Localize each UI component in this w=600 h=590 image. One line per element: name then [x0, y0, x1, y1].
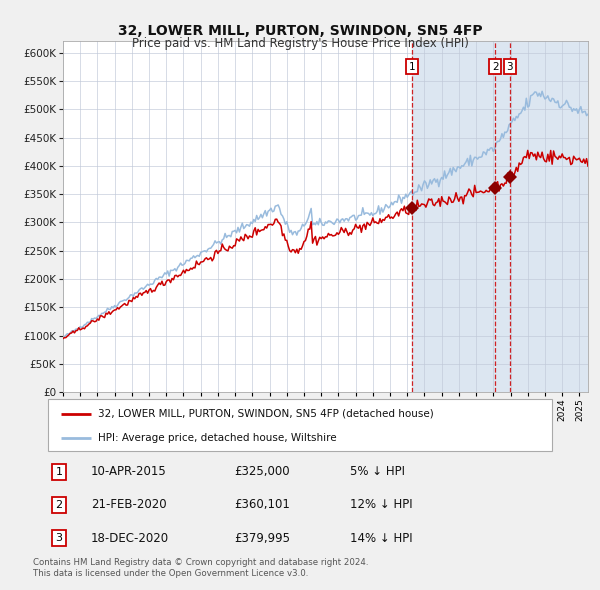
- Text: 12% ↓ HPI: 12% ↓ HPI: [350, 499, 413, 512]
- Text: £360,101: £360,101: [235, 499, 290, 512]
- Text: Contains HM Land Registry data © Crown copyright and database right 2024.: Contains HM Land Registry data © Crown c…: [33, 558, 368, 566]
- Text: 3: 3: [506, 62, 513, 72]
- Text: This data is licensed under the Open Government Licence v3.0.: This data is licensed under the Open Gov…: [33, 569, 308, 578]
- Text: 14% ↓ HPI: 14% ↓ HPI: [350, 532, 413, 545]
- Bar: [412, 41, 588, 392]
- FancyBboxPatch shape: [48, 399, 552, 451]
- Text: 32, LOWER MILL, PURTON, SWINDON, SN5 4FP: 32, LOWER MILL, PURTON, SWINDON, SN5 4FP: [118, 24, 482, 38]
- Text: £379,995: £379,995: [235, 532, 290, 545]
- Text: 21-FEB-2020: 21-FEB-2020: [91, 499, 166, 512]
- Text: 2: 2: [492, 62, 499, 72]
- Text: 3: 3: [56, 533, 62, 543]
- Text: £325,000: £325,000: [235, 466, 290, 478]
- Text: 1: 1: [56, 467, 62, 477]
- Text: 5% ↓ HPI: 5% ↓ HPI: [350, 466, 406, 478]
- Text: 18-DEC-2020: 18-DEC-2020: [91, 532, 169, 545]
- Text: 1: 1: [409, 62, 415, 72]
- Text: 2: 2: [56, 500, 62, 510]
- Text: 10-APR-2015: 10-APR-2015: [91, 466, 167, 478]
- Text: Price paid vs. HM Land Registry's House Price Index (HPI): Price paid vs. HM Land Registry's House …: [131, 37, 469, 50]
- Text: 32, LOWER MILL, PURTON, SWINDON, SN5 4FP (detached house): 32, LOWER MILL, PURTON, SWINDON, SN5 4FP…: [98, 409, 434, 419]
- Text: HPI: Average price, detached house, Wiltshire: HPI: Average price, detached house, Wilt…: [98, 434, 337, 443]
